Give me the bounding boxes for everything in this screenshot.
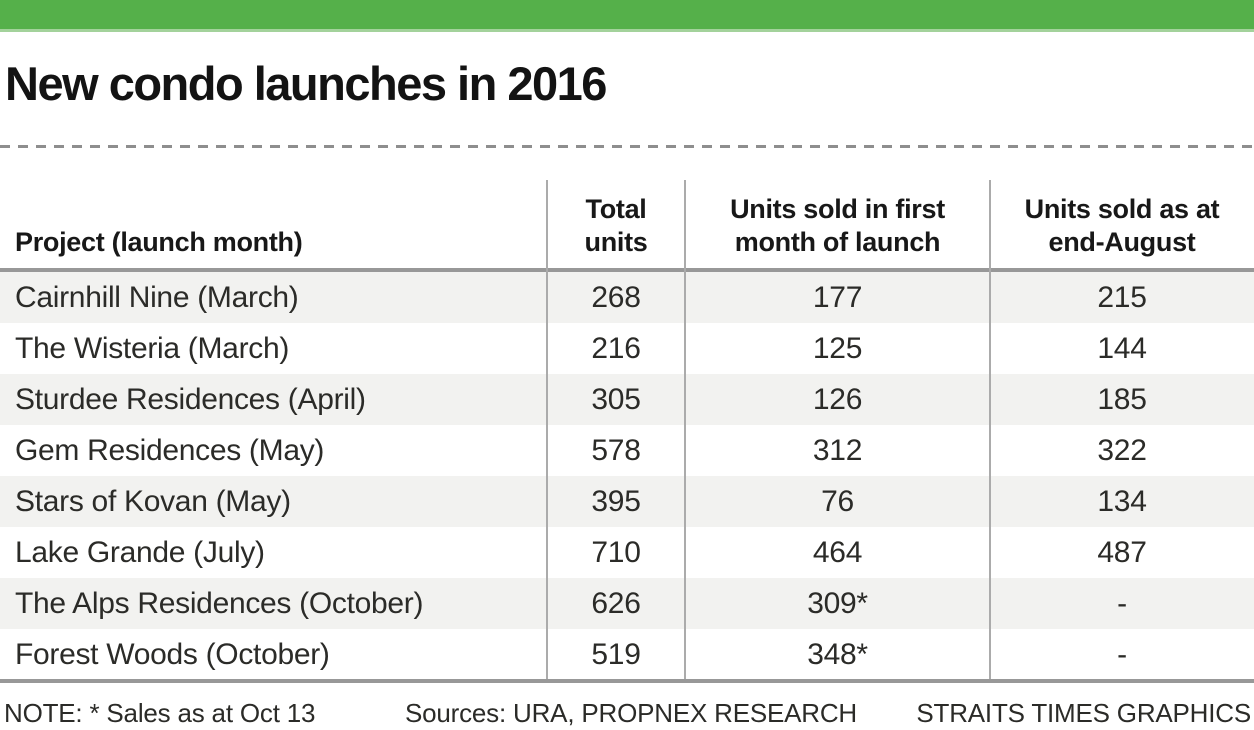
header-total-units: Total units bbox=[547, 193, 685, 268]
header-end-august: Units sold as at end-August bbox=[990, 193, 1254, 268]
table-row: The Alps Residences (October) 626 309* - bbox=[0, 578, 1254, 629]
cell-project: Lake Grande (July) bbox=[15, 535, 265, 569]
footer-note: NOTE: * Sales as at Oct 13 bbox=[4, 698, 316, 728]
header-first-month: Units sold in first month of launch bbox=[685, 193, 990, 268]
table-row: Stars of Kovan (May) 395 76 134 bbox=[0, 476, 1254, 527]
cell-end-august: 144 bbox=[1097, 331, 1147, 365]
table-row: Forest Woods (October) 519 348* - bbox=[0, 629, 1254, 680]
cell-project: Sturdee Residences (April) bbox=[15, 382, 366, 416]
cell-total: 395 bbox=[591, 484, 641, 518]
header-rule bbox=[0, 268, 1254, 272]
top-accent-bar bbox=[0, 0, 1254, 32]
table-header-row: Project (launch month) Total units Units… bbox=[0, 175, 1254, 268]
cell-total: 216 bbox=[591, 331, 641, 365]
cell-first-month: 464 bbox=[812, 535, 863, 569]
cell-end-august: - bbox=[1117, 637, 1127, 671]
cell-end-august: - bbox=[1117, 586, 1127, 620]
cell-project: The Wisteria (March) bbox=[15, 331, 290, 365]
cell-first-month: 312 bbox=[812, 433, 863, 467]
cell-first-month: 177 bbox=[812, 280, 863, 314]
cell-total: 305 bbox=[591, 382, 641, 416]
header-total-units-line2: units bbox=[584, 227, 648, 257]
column-divider-3 bbox=[989, 180, 991, 679]
cell-project: The Alps Residences (October) bbox=[15, 586, 424, 620]
condo-table: Project (launch month) Total units Units… bbox=[0, 175, 1254, 268]
footer-sources: Sources: URA, PROPNEX RESEARCH bbox=[405, 698, 858, 728]
cell-end-august: 215 bbox=[1097, 280, 1147, 314]
cell-first-month: 309* bbox=[807, 586, 868, 620]
header-end-august-line1: Units sold as at bbox=[1024, 194, 1220, 224]
cell-first-month: 125 bbox=[812, 331, 863, 365]
cell-project: Stars of Kovan (May) bbox=[15, 484, 291, 518]
cell-end-august: 134 bbox=[1097, 484, 1147, 518]
column-divider-2 bbox=[684, 180, 686, 679]
header-first-month-line2: month of launch bbox=[734, 227, 941, 257]
cell-end-august: 185 bbox=[1097, 382, 1147, 416]
column-divider-1 bbox=[546, 180, 548, 679]
table-row: Cairnhill Nine (March) 268 177 215 bbox=[0, 272, 1254, 323]
page-title: New condo launches in 2016 bbox=[5, 57, 607, 110]
table-row: Gem Residences (May) 578 312 322 bbox=[0, 425, 1254, 476]
cell-first-month: 76 bbox=[821, 484, 854, 518]
cell-total: 578 bbox=[591, 433, 641, 467]
cell-first-month: 126 bbox=[812, 382, 863, 416]
footer-credit: STRAITS TIMES GRAPHICS bbox=[916, 698, 1251, 728]
header-total-units-line1: Total bbox=[585, 194, 647, 224]
table-row: Lake Grande (July) 710 464 487 bbox=[0, 527, 1254, 578]
footer: NOTE: * Sales as at Oct 13 Sources: URA,… bbox=[0, 698, 1254, 730]
cell-project: Cairnhill Nine (March) bbox=[15, 280, 299, 314]
header-project-label: Project (launch month) bbox=[15, 227, 303, 257]
header-first-month-line1: Units sold in first bbox=[730, 194, 945, 224]
cell-project: Gem Residences (May) bbox=[15, 433, 325, 467]
cell-end-august: 322 bbox=[1097, 433, 1147, 467]
header-project: Project (launch month) bbox=[0, 226, 547, 268]
dashed-divider bbox=[0, 145, 1254, 148]
cell-first-month: 348* bbox=[807, 637, 868, 671]
header-end-august-line2: end-August bbox=[1048, 227, 1196, 257]
cell-total: 710 bbox=[591, 535, 641, 569]
cell-total: 268 bbox=[591, 280, 641, 314]
table-body: Cairnhill Nine (March) 268 177 215 The Wiste… bbox=[0, 272, 1254, 680]
cell-total: 626 bbox=[591, 586, 641, 620]
cell-end-august: 487 bbox=[1097, 535, 1147, 569]
cell-total: 519 bbox=[591, 637, 641, 671]
bottom-rule bbox=[0, 679, 1254, 683]
table-row: Sturdee Residences (April) 305 126 185 bbox=[0, 374, 1254, 425]
table-row: The Wisteria (March) 216 125 144 bbox=[0, 323, 1254, 374]
cell-project: Forest Woods (October) bbox=[15, 637, 330, 671]
